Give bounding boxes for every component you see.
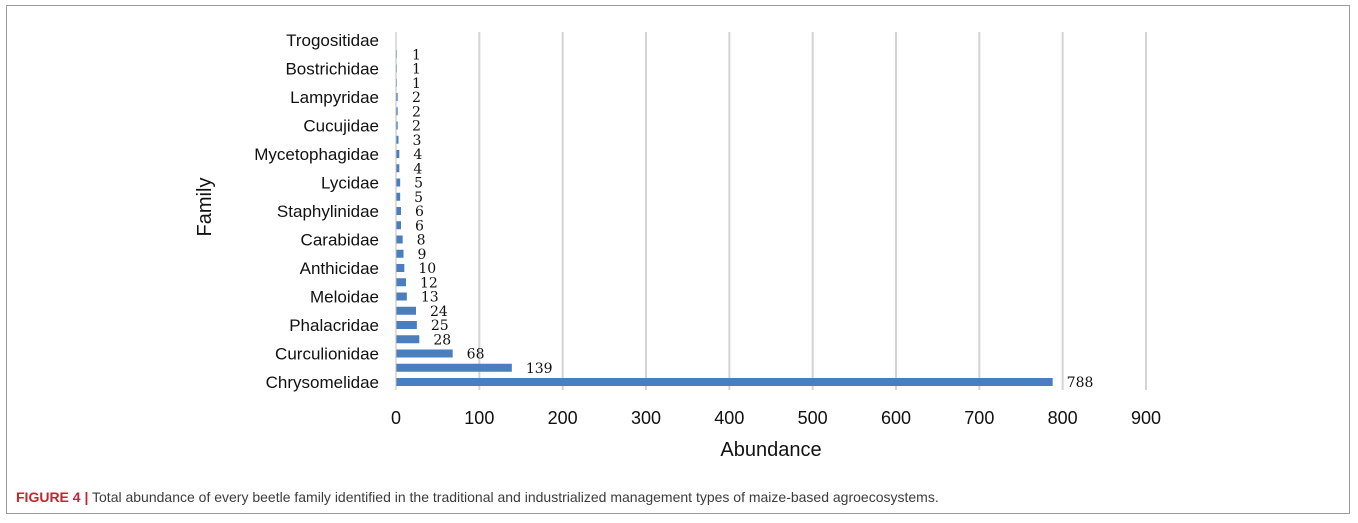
category-label: Lycidae	[321, 174, 379, 193]
x-tick-label: 0	[391, 408, 401, 428]
category-label: Chrysomelidae	[266, 373, 379, 392]
x-axis-label: Abundance	[720, 439, 821, 461]
data-label: 4	[413, 161, 422, 177]
data-label: 1	[412, 62, 421, 78]
bar	[396, 378, 1053, 386]
caption-text: Total abundance of every beetle family i…	[88, 489, 939, 505]
bar	[396, 107, 398, 116]
bar	[396, 235, 403, 244]
bar	[396, 306, 416, 315]
data-label: 28	[433, 332, 451, 348]
category-label: Anthicidae	[300, 259, 379, 278]
bar	[396, 349, 453, 358]
figure-caption: FIGURE 4 | Total abundance of every beet…	[16, 489, 1346, 505]
x-tick-label: 700	[964, 408, 994, 428]
bar	[396, 121, 398, 130]
data-label: 1	[412, 76, 421, 92]
data-label: 1	[412, 47, 421, 63]
bar	[396, 335, 420, 344]
data-label: 139	[526, 361, 553, 377]
data-label: 25	[431, 318, 449, 334]
data-label: 2	[412, 90, 421, 106]
data-label: 24	[430, 304, 448, 320]
bar	[396, 207, 401, 215]
category-labels: Chrysomelidae Curculionidae Phalacridae Mel…	[254, 31, 379, 392]
bar	[396, 221, 401, 230]
category-label: Meloidae	[310, 288, 379, 307]
bar	[396, 135, 399, 144]
category-label: Cucujidae	[303, 117, 379, 136]
data-label: 6	[415, 218, 424, 234]
data-label: 3	[413, 133, 422, 149]
bar	[396, 93, 398, 101]
data-label: 9	[418, 247, 427, 263]
category-label: Carabidae	[301, 231, 379, 250]
category-label: Mycetophagidae	[254, 145, 379, 164]
data-label: 4	[413, 147, 422, 163]
bar	[396, 192, 401, 201]
data-label: 10	[418, 261, 436, 277]
x-tick-label: 800	[1048, 408, 1078, 428]
bar	[396, 292, 407, 301]
data-label: 5	[414, 190, 423, 206]
bar	[396, 264, 405, 272]
category-label: Staphylinidae	[277, 202, 379, 221]
data-label: 2	[412, 104, 421, 120]
category-label: Trogositidae	[286, 31, 379, 50]
x-tick-label: 300	[631, 408, 661, 428]
gridlines	[478, 32, 1147, 390]
bar	[396, 164, 400, 173]
data-label: 5	[414, 176, 423, 192]
data-label: 788	[1067, 375, 1094, 391]
x-tick-label: 400	[714, 408, 744, 428]
y-axis-label: Family	[194, 178, 216, 237]
x-tick-label: 100	[464, 408, 494, 428]
x-tick-label: 500	[798, 408, 828, 428]
figure-frame	[6, 5, 1350, 514]
bars	[396, 50, 1053, 386]
category-label: Curculionidae	[275, 345, 379, 364]
bar	[396, 278, 406, 287]
bar	[396, 249, 404, 258]
bar	[396, 178, 401, 187]
data-label: 8	[417, 233, 426, 249]
data-label: 2	[412, 119, 421, 135]
category-label: Bostrichidae	[285, 60, 379, 79]
x-tick-labels: 0 100 200 300 400 500 600 700 800 900	[391, 408, 1161, 428]
x-tick-label: 600	[881, 408, 911, 428]
bar	[396, 321, 417, 329]
x-tick-label: 900	[1131, 408, 1161, 428]
bar	[396, 150, 400, 158]
bar	[396, 363, 512, 372]
data-label: 68	[467, 347, 485, 363]
data-label: 6	[415, 204, 424, 220]
data-label: 12	[420, 275, 438, 291]
category-label: Lampyridae	[290, 88, 379, 107]
figure-label: FIGURE 4 |	[16, 489, 89, 505]
category-label: Phalacridae	[289, 316, 379, 335]
x-tick-label: 200	[548, 408, 578, 428]
data-label: 13	[421, 290, 439, 306]
